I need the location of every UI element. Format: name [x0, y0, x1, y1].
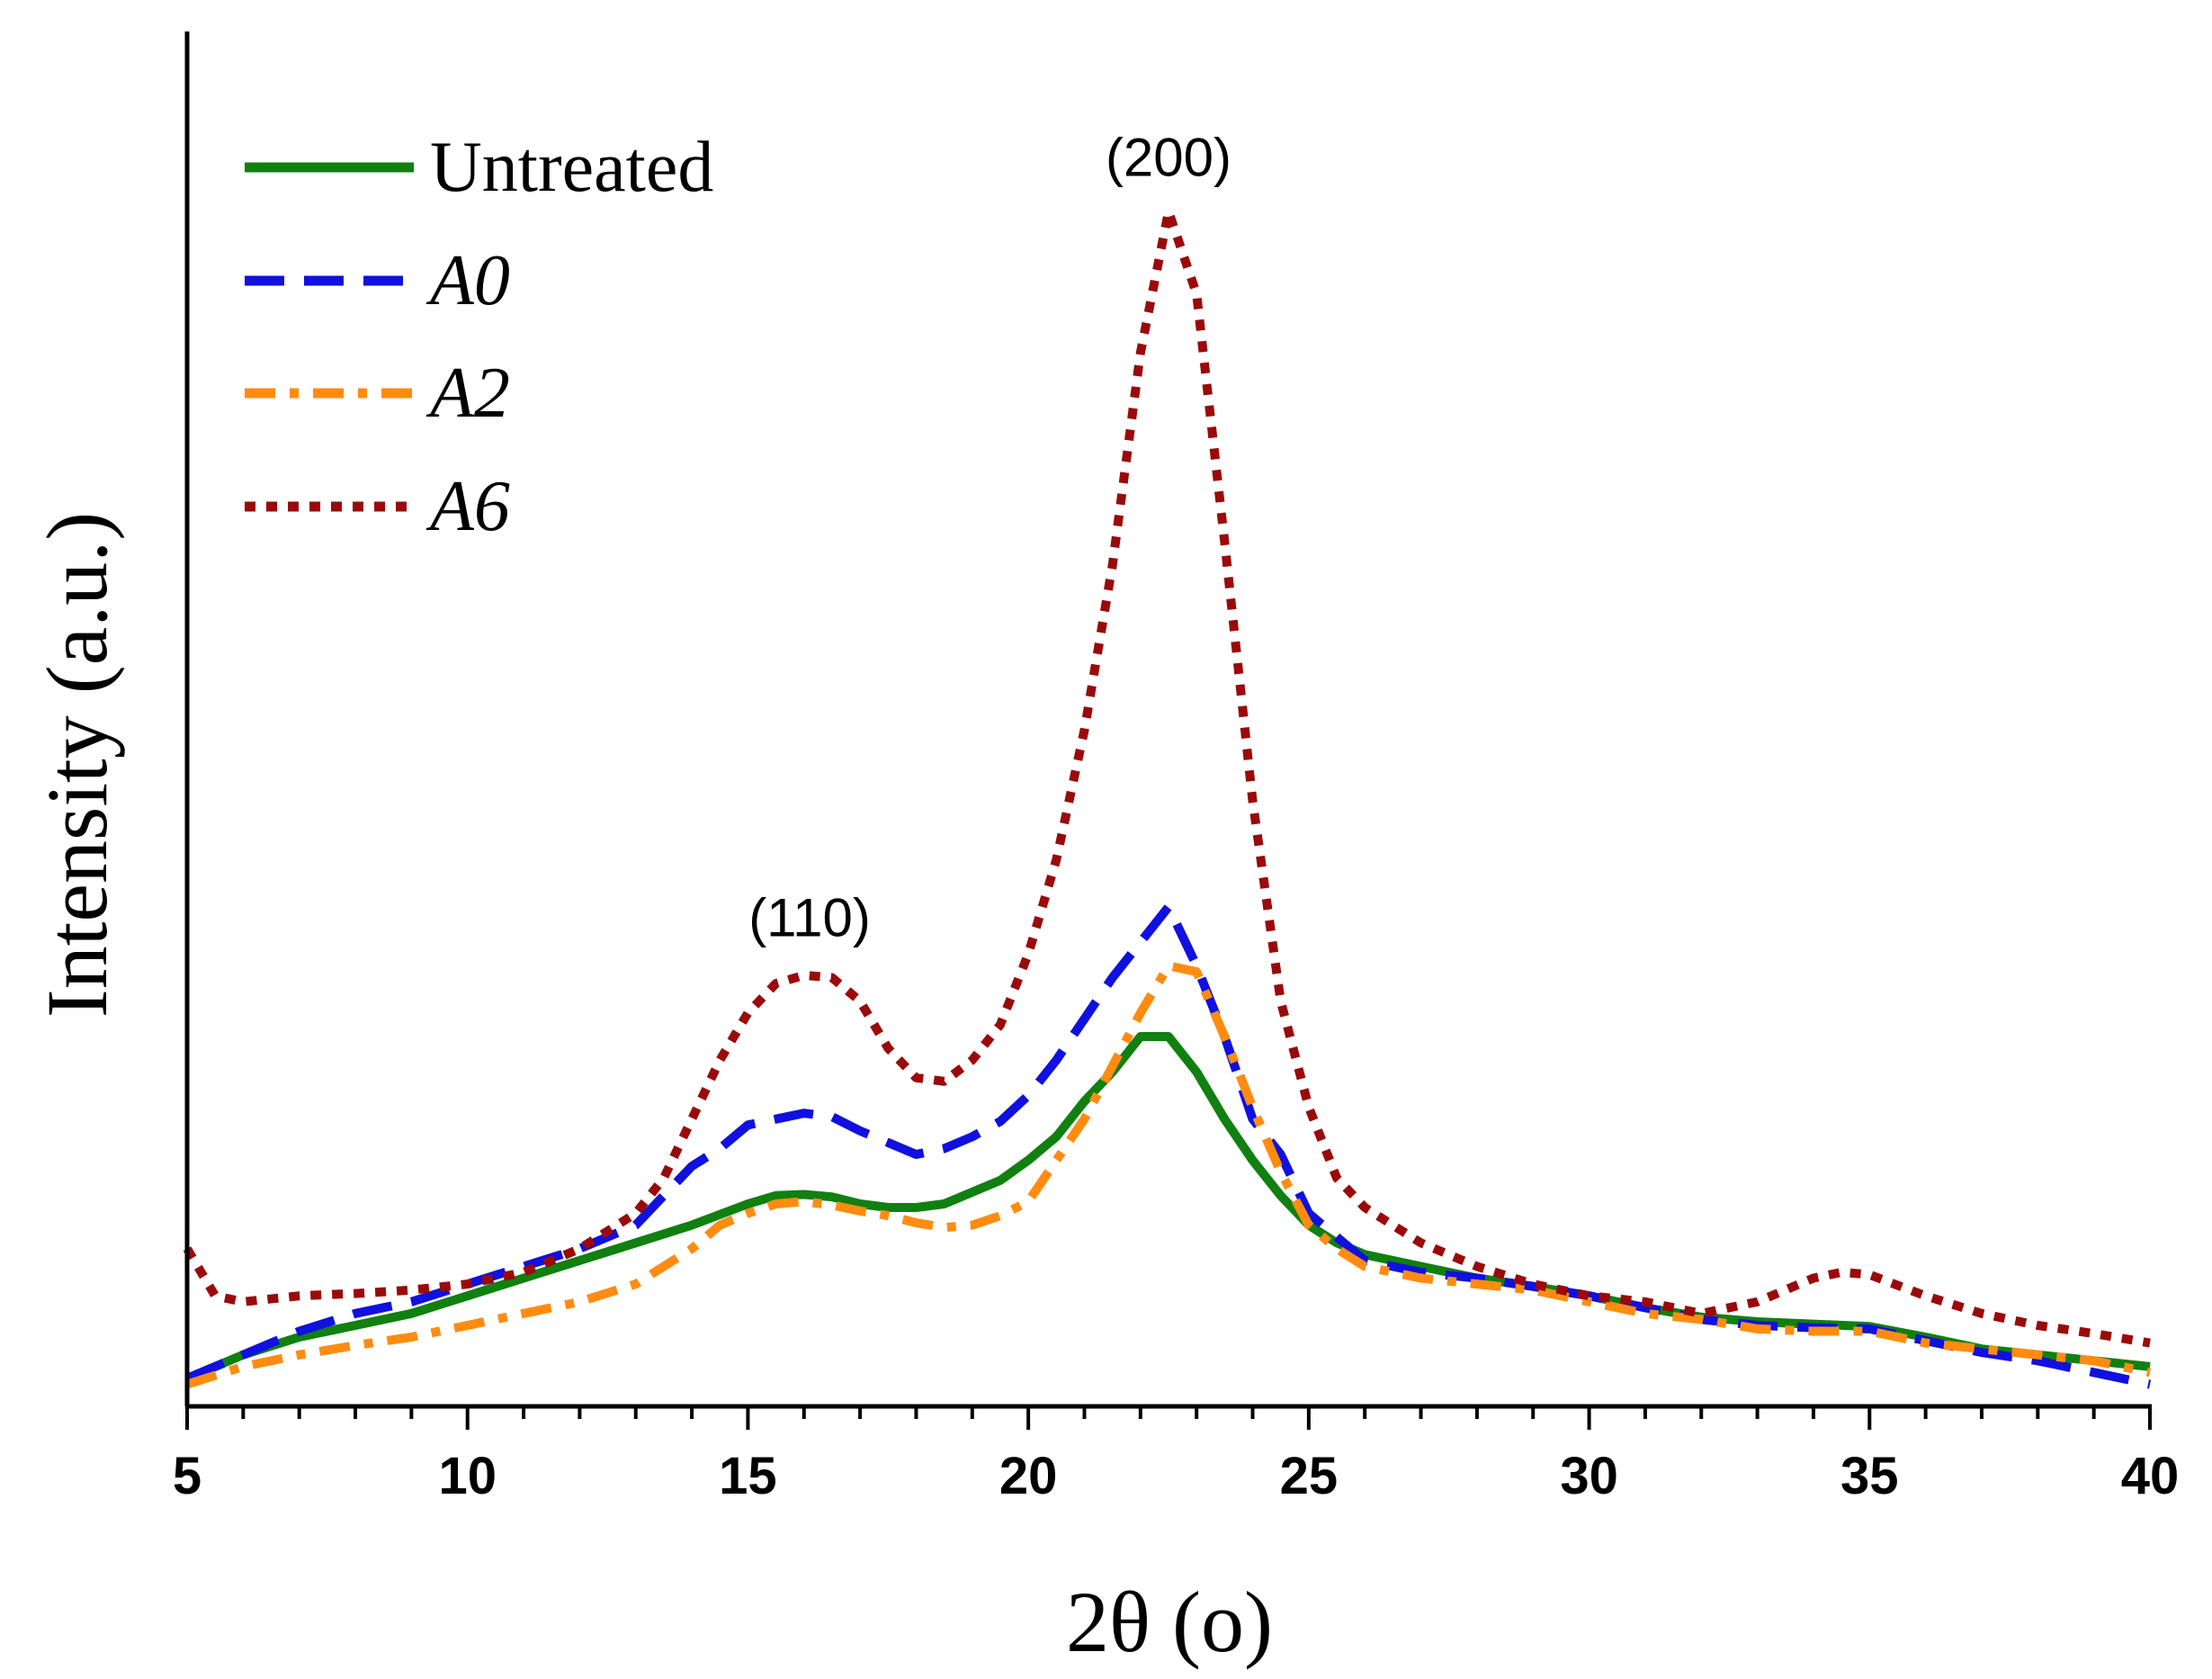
x-tick-label: 10 [438, 1447, 497, 1505]
x-tick-label: 20 [999, 1447, 1058, 1505]
legend-label-untreated: Untreated [430, 128, 713, 207]
x-axis-title: 2θ (o) [1066, 1574, 1273, 1670]
x-tick-label: 35 [1840, 1447, 1899, 1505]
legend-label-a6: A6 [425, 467, 510, 546]
legend: Untreated A0 A2 A6 [245, 128, 713, 546]
x-tick-label: 40 [2121, 1447, 2180, 1505]
series-line-a6 [183, 207, 2151, 1348]
x-tick-label: 30 [1560, 1447, 1618, 1505]
legend-label-a2: A2 [425, 354, 510, 433]
annotation-layer: (110) (200) [748, 128, 1231, 948]
peak-annotation: (110) [748, 888, 871, 948]
y-axis-title: Intensity (a.u.) [29, 512, 125, 1019]
x-tick-label: 15 [719, 1447, 777, 1505]
x-tick-label: 25 [1280, 1447, 1339, 1505]
x-axis-tick-labels: 5 10 15 20 25 30 35 40 [173, 1447, 2179, 1505]
peak-annotation: (200) [1106, 128, 1231, 188]
x-tick-label: 5 [173, 1447, 201, 1505]
series-layer [183, 207, 2152, 1389]
x-axis-ticks [185, 1406, 2152, 1430]
series-line-a0 [185, 902, 2152, 1389]
legend-label-a0: A0 [425, 241, 510, 320]
